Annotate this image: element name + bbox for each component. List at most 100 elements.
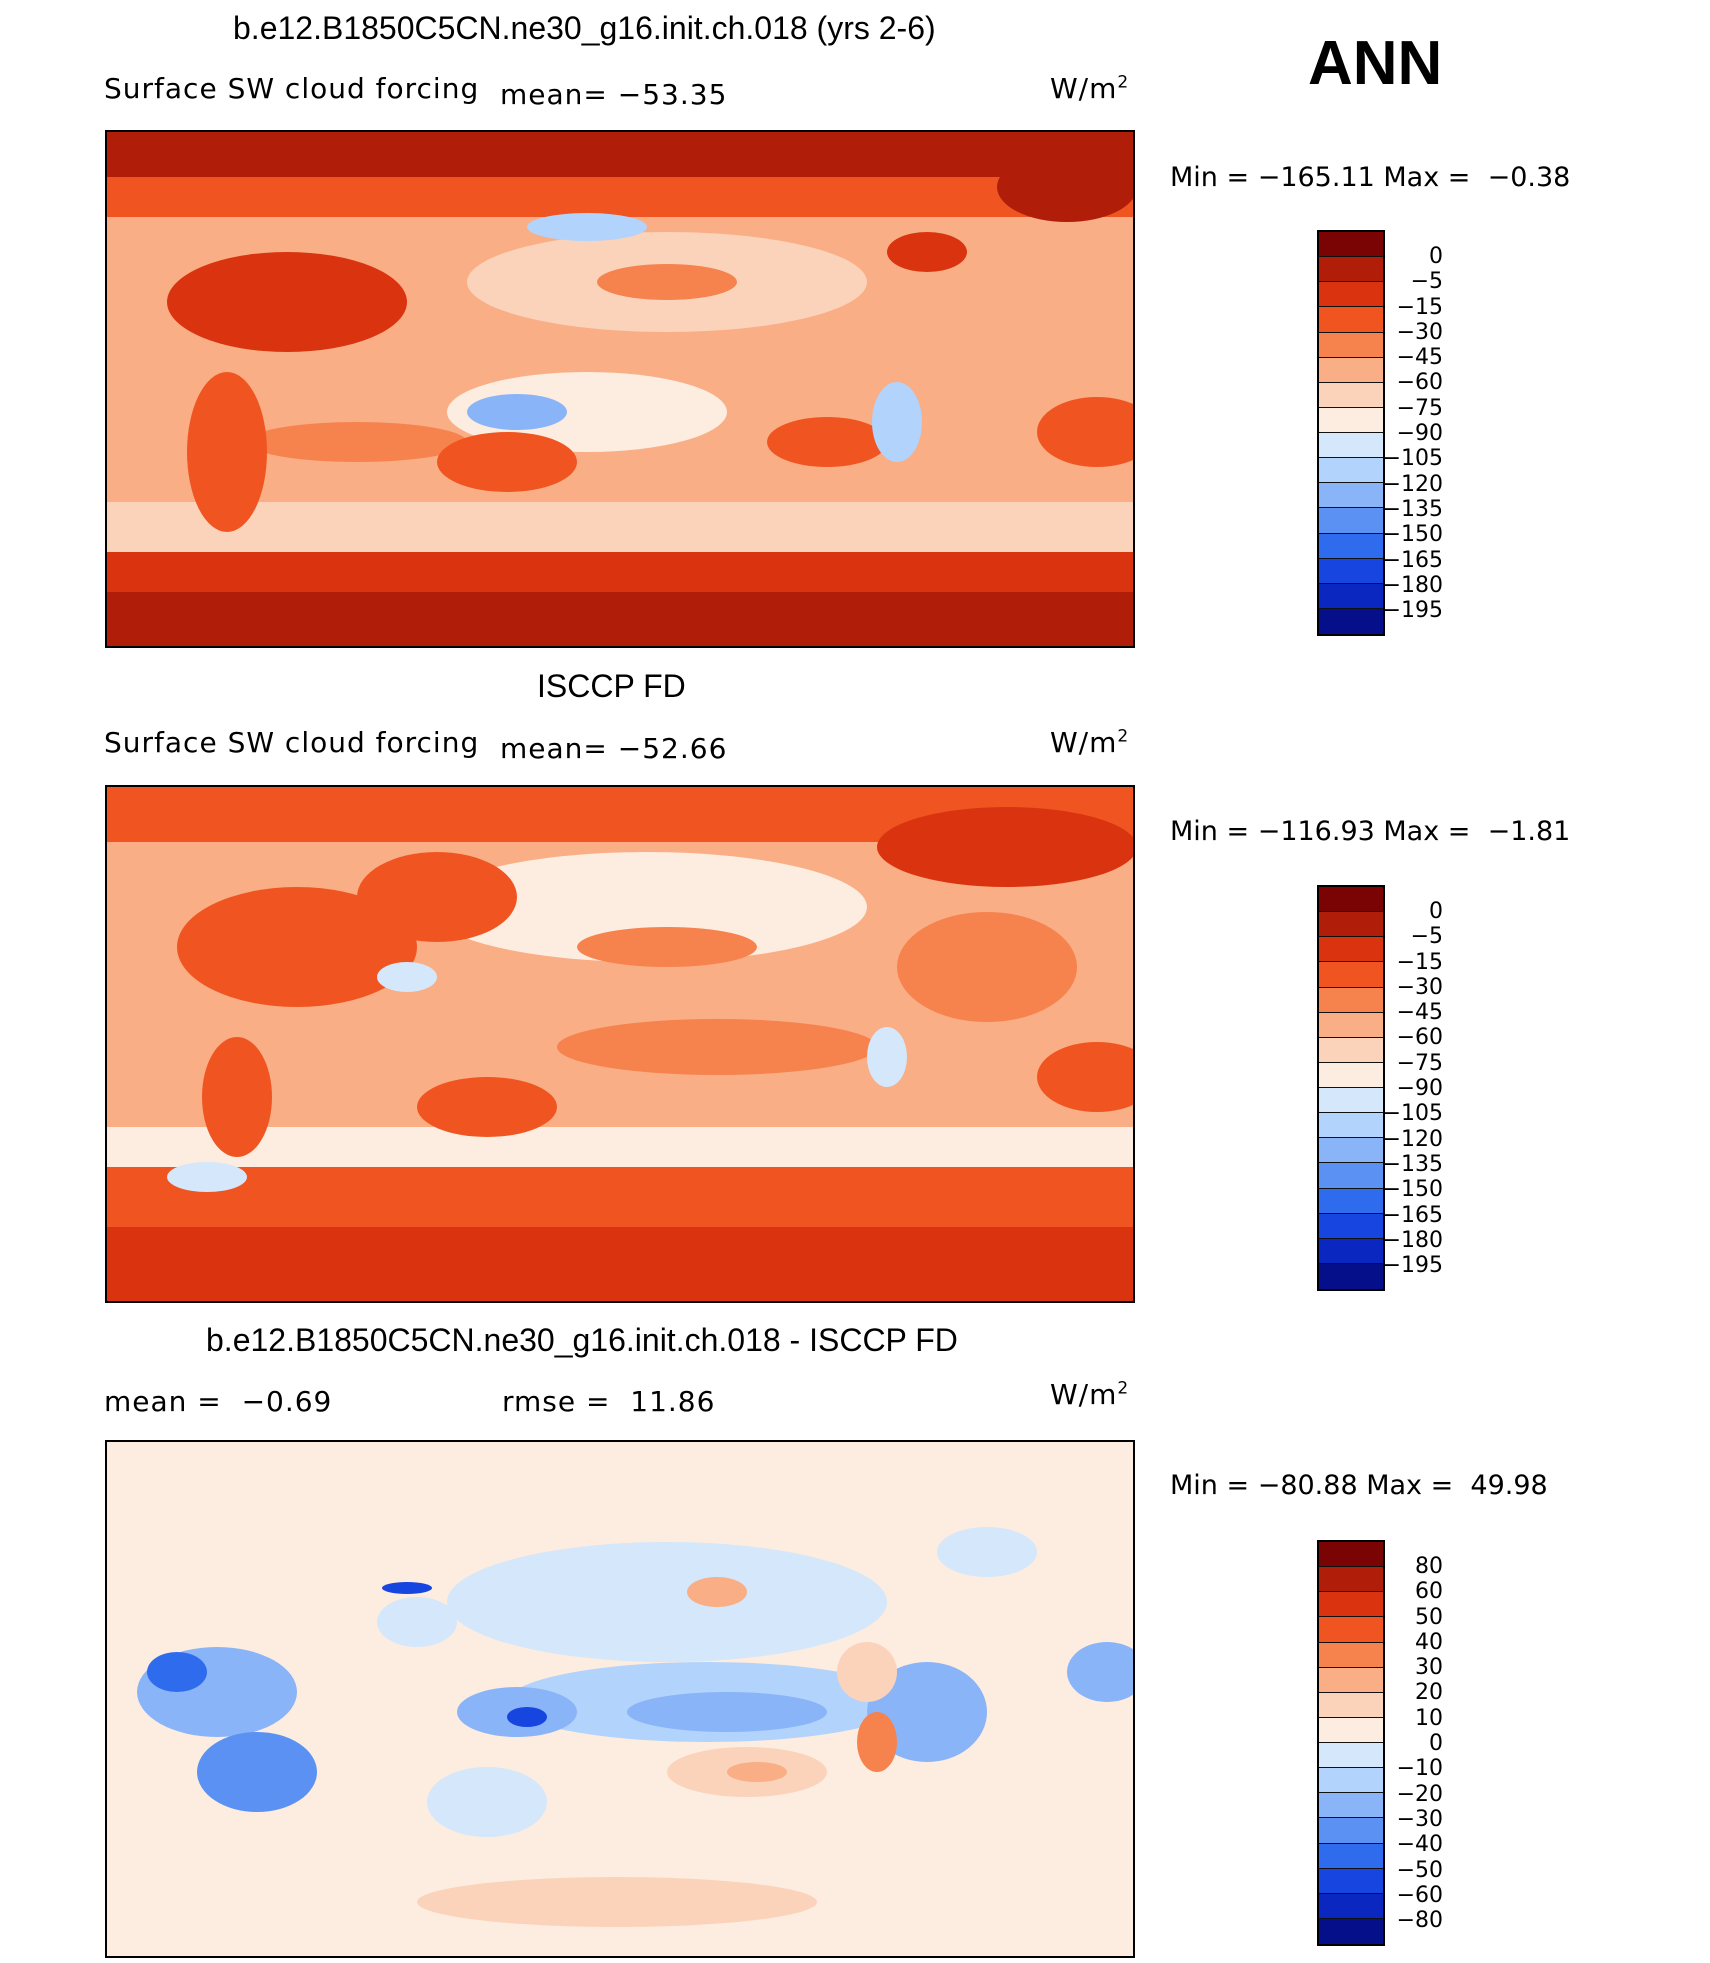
colorbar-label: −15 xyxy=(1396,294,1443,320)
panel-2-colorbar xyxy=(1317,885,1385,1291)
colorbar-label: −20 xyxy=(1396,1781,1443,1807)
panel-1-colorbar-labels: 0 −5 −15 −30 −45 −60 −75 −90 −105 −120 −135 −150 −16… xyxy=(1357,244,1443,623)
colorbar-segment xyxy=(1319,1542,1383,1568)
colorbar-segment xyxy=(1319,407,1383,433)
colorbar-segment xyxy=(1319,508,1383,534)
panel-3-title: b.e12.B1850C5CN.ne30_g16.init.ch.018 - I… xyxy=(206,1322,958,1358)
colorbar-segment xyxy=(1319,1012,1383,1038)
colorbar-label: −75 xyxy=(1396,395,1443,421)
colorbar-segment xyxy=(1319,1213,1383,1239)
colorbar-segment xyxy=(1319,357,1383,383)
colorbar-segment xyxy=(1319,937,1383,963)
colorbar-segment xyxy=(1319,1037,1383,1063)
colorbar-segment xyxy=(1319,282,1383,308)
colorbar-segment xyxy=(1319,1667,1383,1693)
colorbar-label: 60 xyxy=(1415,1579,1443,1605)
colorbar-label: 0 xyxy=(1429,244,1443,269)
colorbar-segment xyxy=(1319,1138,1383,1164)
panel-2-title: ISCCP FD xyxy=(537,668,686,704)
colorbar-label: −120 xyxy=(1382,1126,1443,1152)
colorbar-segment xyxy=(1319,1743,1383,1769)
season-label: ANN xyxy=(1308,29,1443,98)
panel-3-units: W/m2 xyxy=(1050,1378,1130,1411)
colorbar-label: −105 xyxy=(1382,1101,1443,1127)
colorbar-segment xyxy=(1319,1642,1383,1668)
panel-3-rmse: rmse = 11.86 xyxy=(502,1385,716,1418)
colorbar-segment xyxy=(1319,1263,1383,1289)
colorbar-segment xyxy=(1319,558,1383,584)
colorbar-label: −45 xyxy=(1396,1000,1443,1026)
colorbar-segment xyxy=(1319,1238,1383,1264)
panel-2-map-svg xyxy=(107,787,1133,1301)
colorbar-segment xyxy=(1319,1793,1383,1819)
colorbar-segment xyxy=(1319,583,1383,609)
colorbar-label: −150 xyxy=(1382,1177,1443,1203)
colorbar-label: −195 xyxy=(1382,598,1443,624)
panel-1-units: W/m2 xyxy=(1050,72,1130,105)
colorbar-segment xyxy=(1319,1692,1383,1718)
colorbar-label: −120 xyxy=(1382,471,1443,497)
panel-1-variable-label: Surface SW cloud forcing xyxy=(104,72,480,105)
panel-1-minmax: Min = −165.11 Max = −0.38 xyxy=(1170,162,1571,193)
colorbar-segment xyxy=(1319,232,1383,258)
colorbar-segment xyxy=(1319,1088,1383,1114)
colorbar-segment xyxy=(1319,1592,1383,1618)
panel-3-colorbar xyxy=(1317,1540,1385,1946)
panel-1-map-svg xyxy=(107,132,1133,646)
panel-1-colorbar xyxy=(1317,230,1385,636)
colorbar-label: −135 xyxy=(1382,1151,1443,1177)
colorbar-label: −180 xyxy=(1382,572,1443,598)
colorbar-label: −40 xyxy=(1396,1832,1443,1858)
colorbar-segment xyxy=(1319,1113,1383,1139)
colorbar-label: −165 xyxy=(1382,547,1443,573)
colorbar-segment xyxy=(1319,307,1383,333)
panel-2-variable-label: Surface SW cloud forcing xyxy=(104,726,480,759)
colorbar-segment xyxy=(1319,608,1383,634)
colorbar-label: −195 xyxy=(1382,1253,1443,1279)
panel-3-map xyxy=(105,1440,1135,1958)
colorbar-label: −50 xyxy=(1396,1857,1443,1883)
colorbar-segment xyxy=(1319,1617,1383,1643)
colorbar-segment xyxy=(1319,382,1383,408)
colorbar-label: 80 xyxy=(1415,1554,1443,1579)
panel-1-map xyxy=(105,130,1135,648)
colorbar-segment xyxy=(1319,1768,1383,1794)
colorbar-segment xyxy=(1319,1818,1383,1844)
colorbar-segment xyxy=(1319,1188,1383,1214)
panel-3-map-svg xyxy=(107,1442,1133,1956)
panel-2-mean: mean= −52.66 xyxy=(500,732,728,765)
colorbar-segment xyxy=(1319,257,1383,283)
colorbar-label: −30 xyxy=(1396,319,1443,345)
colorbar-label: −180 xyxy=(1382,1227,1443,1253)
colorbar-label: −60 xyxy=(1396,370,1443,396)
colorbar-label: −30 xyxy=(1396,1806,1443,1832)
colorbar-segment xyxy=(1319,458,1383,484)
colorbar-label: 20 xyxy=(1415,1680,1443,1706)
panel-3-colorbar-labels: 80 60 50 40 30 20 10 0 −10 −20 −30 −40 −50 −60 −80 xyxy=(1357,1554,1443,1933)
colorbar-segment xyxy=(1319,483,1383,509)
colorbar-segment xyxy=(1319,332,1383,358)
panel-3-mean: mean = −0.69 xyxy=(104,1385,333,1418)
colorbar-label: −15 xyxy=(1396,949,1443,975)
colorbar-label: −90 xyxy=(1396,1076,1443,1102)
colorbar-label: −45 xyxy=(1396,345,1443,371)
colorbar-label: 10 xyxy=(1415,1705,1443,1731)
colorbar-segment xyxy=(1319,533,1383,559)
colorbar-segment xyxy=(1319,987,1383,1013)
colorbar-label: −80 xyxy=(1396,1908,1443,1934)
colorbar-label: 50 xyxy=(1415,1604,1443,1630)
colorbar-label: −165 xyxy=(1382,1202,1443,1228)
colorbar-segment xyxy=(1319,1843,1383,1869)
panel-1-title: b.e12.B1850C5CN.ne30_g16.init.ch.018 (yr… xyxy=(233,10,936,46)
colorbar-segment xyxy=(1319,1062,1383,1088)
colorbar-label: −150 xyxy=(1382,522,1443,548)
colorbar-label: −5 xyxy=(1410,924,1443,950)
panel-2-map xyxy=(105,785,1135,1303)
colorbar-label: 0 xyxy=(1429,899,1443,924)
colorbar-segment xyxy=(1319,1163,1383,1189)
colorbar-segment xyxy=(1319,962,1383,988)
colorbar-segment xyxy=(1319,1868,1383,1894)
colorbar-label: 30 xyxy=(1415,1655,1443,1681)
panel-3-minmax: Min = −80.88 Max = 49.98 xyxy=(1170,1470,1548,1501)
colorbar-label: −90 xyxy=(1396,421,1443,447)
